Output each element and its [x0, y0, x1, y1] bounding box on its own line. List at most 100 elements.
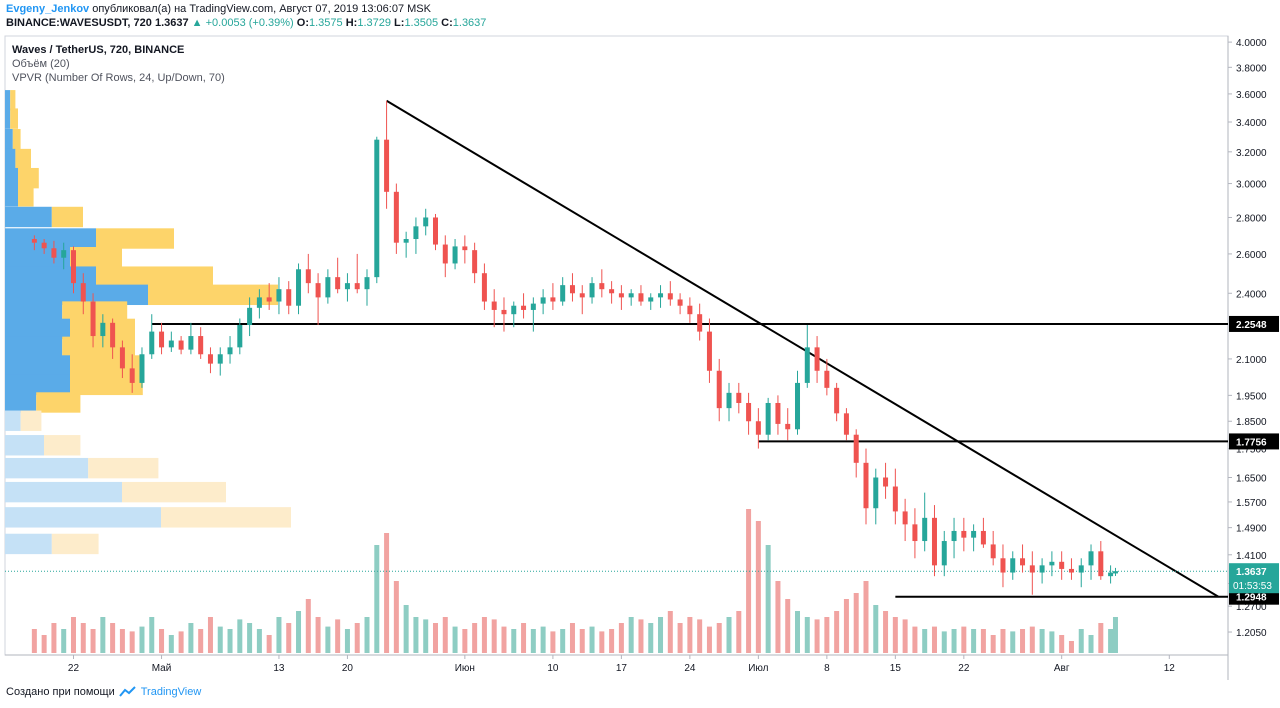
- candle-body: [755, 421, 761, 435]
- symbol-line: BINANCE:WAVESUSDT, 720: [6, 17, 152, 29]
- author-link[interactable]: Evgeny_Jenkov: [6, 3, 90, 15]
- volume-bar: [951, 629, 957, 653]
- volume-bar: [384, 533, 390, 653]
- price-label: 2.2548: [1236, 320, 1267, 331]
- vpvr-down-bar: [20, 410, 42, 431]
- legend-vpvr: VPVR (Number Of Rows, 24, Up/Down, 70): [12, 72, 225, 84]
- volume-bar: [618, 623, 624, 653]
- volume-bar: [609, 629, 615, 653]
- candle-body: [80, 283, 86, 302]
- vpvr-down-bar: [62, 336, 136, 358]
- candle-body: [491, 301, 497, 310]
- candle-body: [628, 293, 634, 298]
- vpvr-down-bar: [36, 392, 81, 413]
- volume-bar: [540, 626, 546, 653]
- y-tick-label: 3.6000: [1236, 90, 1267, 101]
- candle-body: [1068, 568, 1074, 573]
- y-tick-label: 1.4900: [1236, 524, 1267, 535]
- volume-bar: [814, 619, 820, 653]
- change-value: +0.0053 (+0.39%): [205, 17, 294, 29]
- candle-body: [168, 340, 174, 348]
- volume-bar: [1098, 623, 1104, 653]
- candle-body: [569, 285, 575, 294]
- candle-body: [423, 217, 429, 227]
- volume-bar: [765, 545, 771, 653]
- candle-body: [41, 242, 47, 249]
- bar-timer-label: 01:53:53: [1233, 581, 1272, 592]
- y-tick-label: 1.2700: [1236, 602, 1267, 613]
- candle-body: [550, 297, 556, 302]
- candle-body: [1078, 565, 1084, 573]
- trend-line: [386, 99, 1219, 598]
- candle-body: [119, 347, 125, 369]
- footer-brand[interactable]: TradingView: [140, 686, 202, 698]
- volume-bar: [1059, 635, 1065, 653]
- volume-bar: [41, 635, 47, 653]
- y-tick-label: 3.0000: [1236, 180, 1267, 191]
- candle-body: [247, 307, 253, 326]
- x-tick-label: 15: [890, 663, 902, 674]
- candle-body: [716, 370, 722, 409]
- volume-bar: [1112, 617, 1118, 653]
- candle-body: [706, 331, 712, 371]
- candle-body: [1010, 558, 1016, 573]
- candle-body: [687, 305, 693, 315]
- volume-bar: [980, 629, 986, 653]
- candle-body: [354, 283, 360, 290]
- vpvr-up-bar: [5, 148, 16, 170]
- vpvr-down-bar: [96, 266, 213, 287]
- candle-body: [384, 139, 390, 192]
- volume-bar: [423, 619, 429, 653]
- candle-body: [364, 277, 370, 290]
- x-tick-label: Июн: [455, 663, 475, 674]
- volume-bar: [296, 611, 302, 653]
- volume-bar: [511, 629, 517, 653]
- candle-body: [892, 486, 898, 512]
- volume-bar: [648, 623, 654, 653]
- candle-body: [814, 347, 820, 371]
- volume-bar: [658, 617, 664, 653]
- candle-body: [1098, 551, 1104, 577]
- candle-body: [560, 285, 566, 302]
- vpvr-up-bar: [5, 318, 70, 340]
- volume-bar: [1020, 629, 1026, 653]
- candle-body: [462, 246, 468, 251]
- symbol-ohlc-line: BINANCE:WAVESUSDT, 720 1.3637 ▲ +0.0053 …: [6, 17, 486, 29]
- volume-bar: [589, 626, 595, 653]
- up-arrow-icon: ▲: [191, 17, 203, 29]
- volume-bar: [374, 545, 380, 653]
- candle-body: [70, 250, 76, 284]
- candle-body: [159, 331, 165, 348]
- legend-volume: Объём (20): [12, 58, 70, 70]
- candle-body: [961, 530, 967, 538]
- candle-body: [315, 283, 321, 298]
- vpvr-up-bar: [5, 355, 70, 376]
- y-tick-label: 1.4100: [1236, 551, 1267, 562]
- candle-body: [227, 347, 233, 355]
- candle-body: [472, 250, 478, 274]
- volume-bar: [863, 581, 869, 653]
- volume-bar: [256, 629, 262, 653]
- volume-bar: [100, 617, 106, 653]
- candle-body: [432, 217, 438, 245]
- chart-legend: Waves / TetherUS, 720, BINANCE Объём (20…: [12, 43, 225, 85]
- last-price-label: 1.3637: [1236, 567, 1267, 578]
- vpvr-down-bar: [148, 284, 278, 306]
- candle-body: [217, 354, 223, 364]
- candle-body: [393, 191, 399, 243]
- candle-body: [951, 530, 957, 542]
- price-label-bg: [1229, 433, 1279, 450]
- candle-body: [853, 434, 859, 463]
- vpvr-up-bar: [5, 284, 148, 306]
- candle-body: [765, 402, 771, 435]
- volume-bar: [403, 605, 409, 653]
- last-price-label-bg: [1229, 563, 1279, 594]
- candle-body: [1088, 551, 1094, 566]
- candle-body: [824, 370, 830, 388]
- volume-bar: [579, 629, 585, 653]
- candle-body: [638, 293, 644, 302]
- volume-bar: [755, 521, 761, 653]
- volume-bar: [726, 617, 732, 653]
- volume-bar: [1049, 631, 1055, 653]
